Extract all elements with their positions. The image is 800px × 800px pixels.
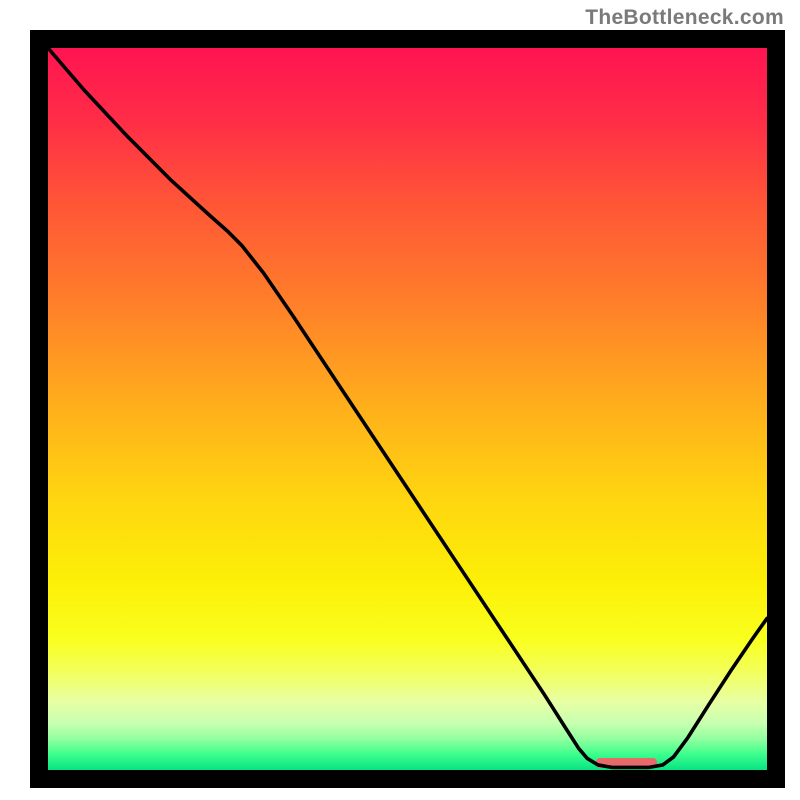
plot-area: [48, 48, 767, 770]
canvas: TheBottleneck.com: [0, 0, 800, 800]
watermark-text: TheBottleneck.com: [585, 6, 784, 30]
curve-path: [48, 48, 767, 767]
bottleneck-curve: [48, 48, 767, 770]
